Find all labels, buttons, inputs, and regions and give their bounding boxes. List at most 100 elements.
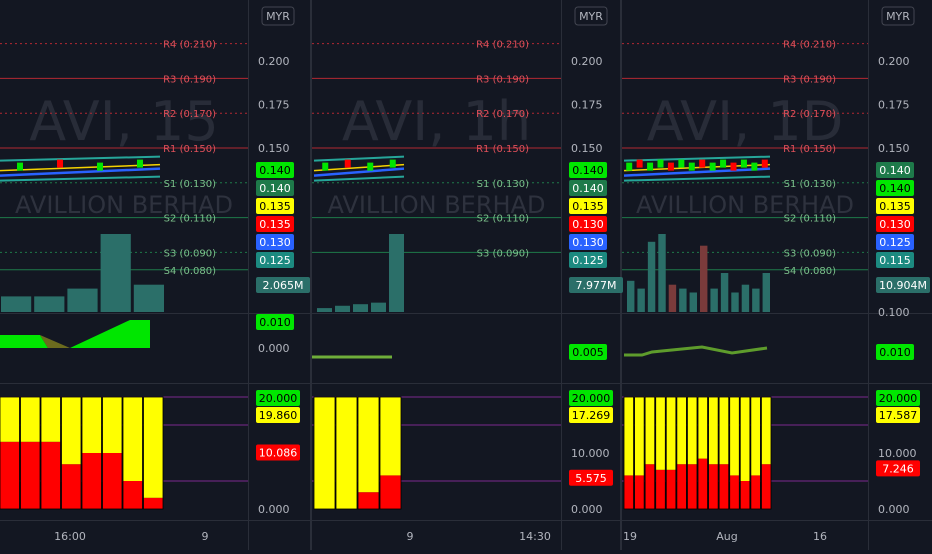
price-axis-tick: 0.200 [571, 55, 603, 68]
volume-bar [710, 288, 718, 312]
candle [709, 162, 716, 171]
stacked-bar-outline [739, 396, 751, 510]
oscillator-badge-label: 0.010 [259, 316, 291, 329]
stacked-bar-yellow [314, 397, 335, 509]
candle [657, 159, 664, 168]
stacked-bar-yellow [645, 397, 655, 465]
candle [389, 159, 396, 168]
currency-badge [574, 6, 608, 26]
stacked-bar-outline [313, 396, 336, 510]
volume-bar [720, 273, 729, 312]
pivot-label: R2 (0.170) [783, 109, 836, 120]
stacked-bar-red [123, 481, 143, 509]
stacked-bar-outline [379, 396, 402, 510]
stacked-bar-yellow [20, 397, 40, 442]
price-badge [256, 162, 294, 178]
time-axis-label: 19 [623, 530, 637, 543]
stacked-bar-outline [122, 396, 143, 510]
stacked-bar-yellow [41, 397, 61, 442]
stacked-bar-outline [623, 396, 634, 510]
price-badge-label: 0.140 [572, 164, 604, 177]
time-axis-label: 9 [202, 530, 209, 543]
stacked-bar-outline [102, 396, 123, 510]
stacked-bar-outline [655, 396, 666, 510]
stacked-badge [876, 460, 920, 477]
price-badge-label: 0.135 [879, 200, 911, 213]
pivot-label: R4 (0.210) [163, 40, 216, 51]
pivot-label: R3 (0.190) [783, 74, 836, 85]
stacked-bar-yellow [719, 397, 729, 465]
currency-badge [881, 6, 915, 26]
price-badge [876, 234, 914, 250]
pivot-label: R2 (0.170) [163, 109, 216, 120]
price-badge [256, 252, 294, 268]
currency-badge [261, 6, 295, 26]
time-axis-label: 9 [407, 530, 414, 543]
candle [137, 159, 143, 168]
pivot-label: S4 (0.080) [784, 266, 836, 277]
pivot-label: R1 (0.150) [783, 144, 836, 155]
stacked-bar-outline [61, 396, 82, 510]
price-badge-label: 0.130 [572, 236, 604, 249]
time-axis-label: 16 [813, 530, 827, 543]
price-badge [569, 180, 607, 196]
volume-badge [256, 277, 310, 293]
price-badge-label: 0.125 [259, 254, 291, 267]
stacked-bar-red [61, 464, 81, 509]
moving-average-line [313, 167, 405, 177]
stacked-bar-yellow [750, 397, 761, 476]
stacked-bar-red [102, 453, 122, 509]
volume-bar [317, 308, 332, 312]
stacked-bar-yellow [698, 397, 708, 459]
stacked-badge-label: 17.269 [572, 409, 611, 422]
stacked-bar-red [708, 464, 719, 509]
stacked-bar-yellow [655, 397, 666, 470]
volume-bar [1, 296, 32, 312]
stacked-bar-yellow [61, 397, 81, 465]
stacked-bar-red [624, 475, 634, 509]
pivot-label: S1 (0.130) [784, 179, 836, 190]
stacked-bar-red [143, 497, 163, 509]
oscillator-badge [876, 344, 914, 360]
stacked-badge [876, 407, 920, 423]
panel-1h: AVI, 1h AVILLION BERHAD R4 (0.210) R3 (0.19… [312, 0, 623, 550]
stacked-bar-yellow [336, 397, 357, 509]
oscillator-tick: 0.100 [878, 306, 910, 319]
candle [678, 159, 685, 168]
currency-label: MYR [266, 10, 290, 23]
stacked-badge-label: 20.000 [879, 392, 918, 405]
stacked-bar-red [82, 453, 102, 509]
stacked-bar-red [729, 475, 740, 509]
stacked-bar-yellow [143, 397, 163, 498]
price-badge [876, 216, 914, 232]
candle [97, 162, 103, 171]
stacked-badge-label: 10.086 [259, 447, 298, 460]
volume-badge [876, 277, 930, 293]
time-axis-label: Aug [716, 530, 737, 543]
stacked-bar-red [666, 469, 676, 509]
stacked-bar-yellow [102, 397, 122, 453]
volume-badge-label: 2.065M [263, 279, 304, 292]
stacked-badge [876, 390, 920, 406]
stacked-badge-label: 5.575 [575, 472, 607, 485]
pivot-label: R4 (0.210) [783, 40, 836, 51]
watermark-name: AVILLION BERHAD [636, 191, 854, 219]
candle [730, 162, 737, 171]
price-badge-label: 0.135 [259, 218, 291, 231]
pivot-label: S1 (0.130) [477, 179, 529, 190]
price-badge-label: 0.125 [572, 254, 604, 267]
volume-bar [731, 292, 739, 312]
stacked-bar-outline [0, 396, 20, 510]
moving-average-line [0, 167, 161, 177]
price-badge-label: 0.115 [879, 254, 911, 267]
stacked-bar-outline [697, 396, 708, 510]
price-axis-tick: 0.175 [571, 99, 603, 112]
candle [688, 162, 695, 171]
stacked-bar-outline [729, 396, 740, 510]
stacked-bar-red [358, 492, 379, 509]
stacked-bar-outline [20, 396, 41, 510]
stacked-badge-label: 7.246 [882, 462, 914, 475]
volume-bar [741, 284, 750, 312]
